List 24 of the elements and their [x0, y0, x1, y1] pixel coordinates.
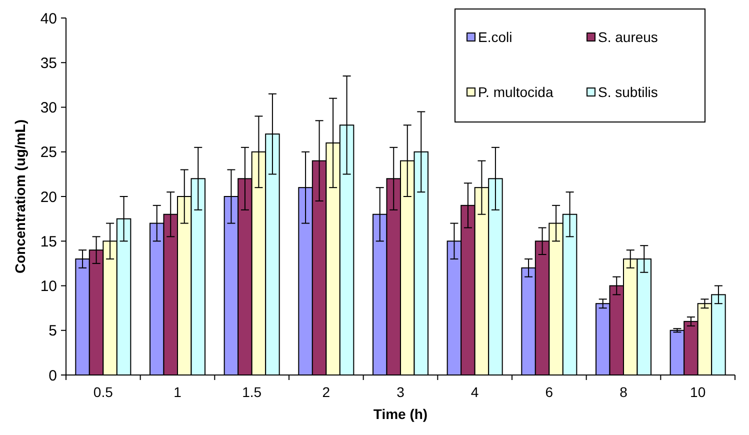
x-tick-label: 1.5 [242, 384, 262, 400]
x-tick-label: 8 [620, 384, 628, 400]
y-tick-label: 15 [40, 233, 57, 250]
y-tick-label: 10 [40, 278, 57, 295]
y-tick-label: 25 [40, 144, 57, 162]
legend-label: P. multocida [478, 84, 554, 100]
x-tick-label: 10 [690, 384, 706, 400]
x-tick-label: 2 [322, 384, 330, 400]
legend-label: S. aureus [598, 28, 658, 45]
x-tick-label: 6 [545, 384, 554, 400]
y-tick-label: 20 [40, 188, 57, 206]
y-tick-label: 30 [40, 100, 57, 116]
y-tick-label: 0 [48, 367, 57, 384]
x-axis-title: Time (h) [373, 406, 428, 422]
y-axis-title: Concentratiom (ug/mL) [12, 120, 28, 274]
x-tick-label: 3 [396, 384, 405, 400]
x-tick-label: 1 [174, 384, 182, 400]
y-tick-label: 5 [48, 322, 57, 340]
legend-label: E.coli [478, 28, 512, 45]
x-tick-label: 4 [470, 384, 479, 400]
x-tick-label: 0.5 [93, 384, 114, 400]
y-tick-label: 40 [40, 10, 57, 28]
legend-label: S. subtilis [598, 84, 658, 100]
y-tick-label: 35 [40, 54, 57, 72]
